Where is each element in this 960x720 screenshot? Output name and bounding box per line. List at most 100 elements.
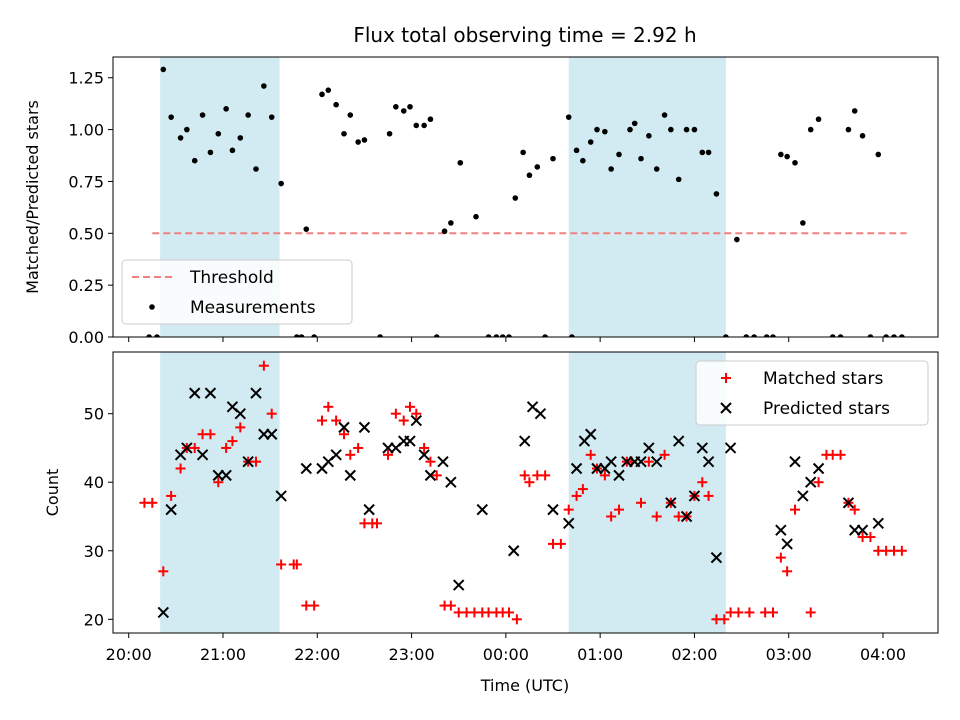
matched-point	[697, 477, 708, 488]
matched-point	[524, 477, 535, 488]
measurement-point	[427, 116, 434, 123]
predicted-point	[842, 497, 855, 509]
measurement-point	[891, 334, 897, 337]
measurement-point	[770, 334, 776, 337]
measurement-point	[386, 130, 393, 137]
measurement-point	[875, 151, 882, 158]
measurement-point	[867, 334, 874, 337]
x-tick-label: 04:00	[860, 645, 906, 664]
matched-point	[398, 415, 409, 426]
matched-point	[643, 456, 654, 467]
x-tick-label: 01:00	[577, 645, 623, 664]
x-tick-label: 23:00	[389, 645, 435, 664]
measurement-point	[661, 112, 668, 118]
matched-point	[158, 566, 169, 577]
predicted-point	[157, 606, 169, 619]
y-tick-label: 0.00	[68, 328, 104, 347]
matched-point	[636, 497, 646, 508]
measurement-point	[298, 334, 305, 337]
predicted-point	[181, 442, 193, 454]
predicted-point	[613, 469, 625, 482]
measurement-point	[154, 334, 160, 337]
predicted-point	[605, 455, 617, 468]
legend-predicted-swatch	[720, 402, 732, 414]
measurement-point	[347, 112, 354, 118]
measurement-point	[587, 139, 594, 145]
y-axis-label: Matched/Predicted stars	[23, 100, 42, 294]
y-tick-label: 40	[84, 473, 104, 492]
matched-point	[405, 401, 415, 412]
matched-point	[651, 511, 662, 522]
measurement-point	[441, 228, 448, 235]
axes-frame	[112, 351, 939, 634]
matched-point	[205, 429, 216, 440]
matched-point	[659, 449, 670, 460]
measurement-point	[184, 126, 190, 133]
matched-point	[511, 614, 522, 625]
measurement-point	[526, 172, 533, 179]
y-tick-label: 1.25	[68, 69, 104, 88]
measurement-point	[393, 103, 399, 110]
predicted-point	[724, 442, 737, 454]
matched-point	[445, 600, 456, 611]
measurement-point	[520, 149, 526, 156]
predicted-point	[338, 421, 350, 434]
measurement-point	[616, 151, 622, 158]
measurement-point	[580, 157, 586, 164]
matched-point	[896, 545, 907, 556]
matched-point	[411, 408, 422, 419]
predicted-point	[165, 503, 177, 516]
predicted-point	[266, 428, 278, 440]
matched-point	[719, 614, 730, 625]
predicted-point	[710, 551, 723, 564]
matched-point	[540, 470, 551, 481]
y-tick-label: 0.25	[68, 276, 104, 295]
matched-point	[599, 470, 610, 481]
measurement-point	[261, 83, 267, 89]
measurement-point	[493, 334, 500, 337]
measurement-point	[400, 108, 407, 114]
predicted-point	[872, 517, 884, 530]
x-tick-label: 20:00	[106, 645, 152, 664]
measurement-point	[859, 133, 866, 139]
matched-point	[175, 463, 186, 474]
measurement-point	[815, 116, 822, 123]
predicted-point	[635, 455, 647, 468]
predicted-point	[418, 449, 430, 461]
matched-point	[213, 477, 224, 488]
measurement-point	[899, 334, 905, 337]
measurement-point	[631, 120, 638, 127]
predicted-point	[204, 387, 217, 399]
x-axis-label: Time (UTC)	[480, 676, 569, 695]
matched-point	[775, 552, 786, 563]
predicted-point	[404, 435, 416, 447]
measurement-point	[713, 191, 720, 197]
predicted-point	[534, 407, 547, 420]
measurement-point	[734, 236, 740, 243]
measurement-point	[207, 149, 214, 156]
matched-point	[339, 429, 349, 440]
measurement-point	[311, 334, 317, 337]
predicted-point	[476, 503, 488, 516]
measurement-point	[542, 334, 548, 337]
measurement-point	[448, 220, 454, 226]
measurement-point	[215, 130, 222, 137]
predicted-point	[220, 469, 232, 482]
measurement-point	[433, 334, 440, 337]
measurement-point	[638, 155, 644, 162]
matched-point	[383, 449, 393, 460]
matched-point	[703, 490, 714, 501]
measurement-point	[377, 334, 383, 337]
predicted-point	[797, 490, 809, 502]
matched-point	[782, 566, 793, 577]
measurement-point	[751, 334, 757, 337]
matched-point	[571, 490, 582, 501]
legend-label: Matched stars	[763, 369, 883, 389]
measurement-point	[800, 220, 806, 226]
measurement-point	[413, 122, 420, 129]
predicted-point	[702, 455, 715, 468]
measurement-point	[851, 108, 858, 114]
measurement-point	[341, 130, 347, 137]
predicted-point	[453, 579, 465, 591]
